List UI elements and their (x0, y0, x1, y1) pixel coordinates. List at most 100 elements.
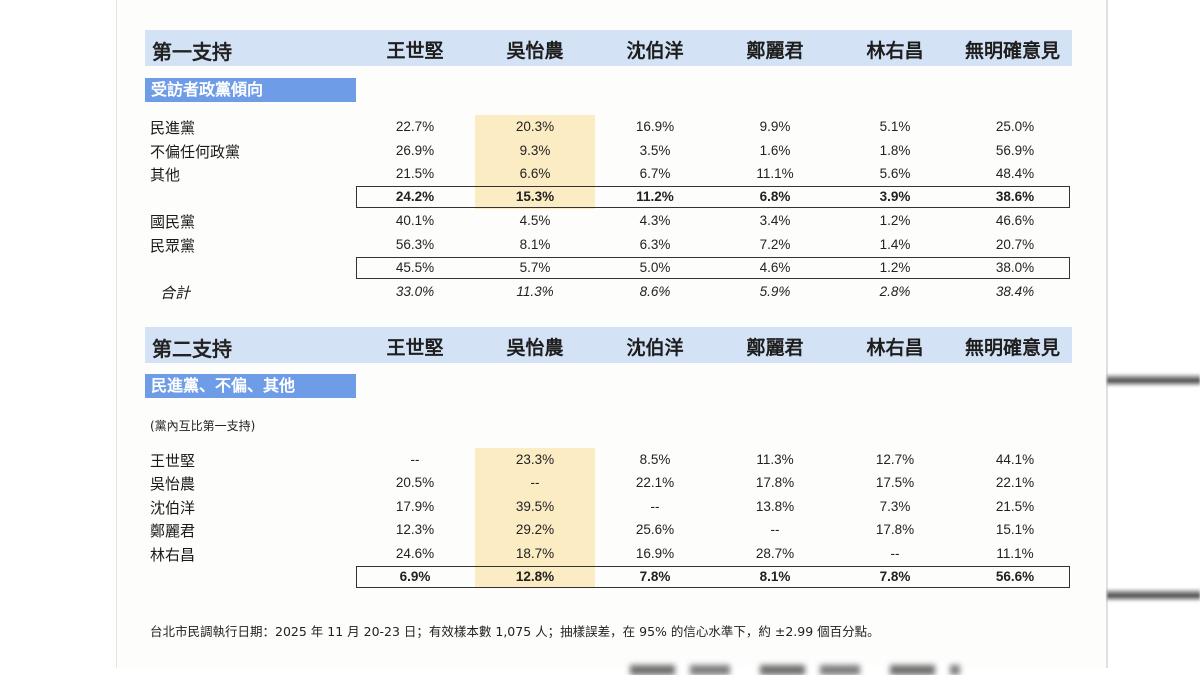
row-label: 王世堅 (150, 452, 196, 470)
table-cell: 5.0% (639, 260, 671, 275)
table-cell: 7.3% (879, 499, 911, 514)
table-cell: 15.3% (515, 189, 555, 204)
table-cell: 6.8% (759, 189, 791, 204)
table-cell: 8.1% (759, 569, 791, 584)
col-header: 林右昌 (866, 337, 924, 359)
row-label: 民眾黨 (150, 237, 196, 255)
table-cell: 21.5% (395, 166, 435, 181)
table-cell: 26.9% (395, 143, 435, 158)
table-cell: 40.1% (395, 213, 435, 228)
table-cell: 21.5% (995, 499, 1035, 514)
col-header: 沈伯洋 (626, 40, 684, 62)
table-cell: 20.5% (395, 475, 435, 490)
table-cell: 12.8% (515, 569, 555, 584)
table-cell: 3.4% (759, 213, 791, 228)
table-cell: -- (530, 475, 540, 490)
table-cell: 22.1% (635, 475, 675, 490)
table-cell: 6.3% (639, 237, 671, 252)
table-cell: 3.5% (639, 143, 671, 158)
row-label: 國民黨 (150, 213, 196, 231)
section1-header-bar (145, 30, 1072, 66)
table-cell: 5.6% (879, 166, 911, 181)
col-header: 王世堅 (386, 337, 444, 359)
table-cell: 1.6% (759, 143, 791, 158)
col-header: 無明確意見 (964, 337, 1060, 359)
table-cell: 24.6% (395, 546, 435, 561)
table-cell: 2.8% (879, 284, 911, 299)
col-header: 吳怡農 (506, 337, 564, 359)
row-label: 合計 (160, 284, 191, 302)
row-label: 沈伯洋 (150, 499, 196, 517)
section2-subheader: 民進黨、不偏、其他 (145, 374, 356, 398)
table-cell: -- (650, 499, 660, 514)
row-label: 林右昌 (150, 546, 196, 564)
table-cell: 12.3% (395, 522, 435, 537)
background-blur-bar (1107, 588, 1200, 602)
table-cell: 11.3% (516, 284, 554, 299)
row-label: 吳怡農 (150, 475, 196, 493)
table-cell: 16.9% (635, 546, 675, 561)
table-cell: 25.0% (995, 119, 1035, 134)
table-cell: 17.5% (875, 475, 915, 490)
table-cell: 13.8% (755, 499, 795, 514)
table-cell: 56.6% (995, 569, 1035, 584)
col-header: 鄭麗君 (746, 40, 804, 62)
table-cell: 11.3% (756, 452, 794, 467)
table-cell: 18.7% (515, 546, 555, 561)
table-cell: 1.4% (879, 237, 911, 252)
table-cell: 38.4% (995, 284, 1035, 299)
table-cell: 23.3% (515, 452, 555, 467)
table-cell: 25.6% (635, 522, 675, 537)
table-cell: 44.1% (995, 452, 1035, 467)
table-cell: 5.9% (759, 284, 791, 299)
table-cell: 56.9% (995, 143, 1035, 158)
survey-footnote: 台北市民調執行日期：2025 年 11 月 20-23 日；有效樣本數 1,07… (150, 624, 880, 639)
background-blur-bar (1107, 373, 1200, 387)
table-cell: 16.9% (635, 119, 675, 134)
table-cell: 29.2% (515, 522, 555, 537)
table-cell: 8.1% (519, 237, 551, 252)
table-cell: 48.4% (995, 166, 1035, 181)
table-cell: -- (770, 522, 780, 537)
col-header: 林右昌 (866, 40, 924, 62)
section1-title: 第一支持 (152, 40, 232, 64)
table-cell: 11.2% (636, 189, 674, 204)
table-cell: 22.7% (395, 119, 435, 134)
table-cell: 7.8% (639, 569, 671, 584)
table-cell: 56.3% (395, 237, 435, 252)
table-cell: 12.7% (875, 452, 915, 467)
subtotal-box (356, 257, 1070, 279)
table-cell: -- (410, 452, 420, 467)
col-header: 沈伯洋 (626, 337, 684, 359)
table-cell: 1.2% (879, 213, 911, 228)
row-label: 民進黨 (150, 119, 196, 137)
table-cell: 7.8% (879, 569, 911, 584)
table-cell: 38.0% (995, 260, 1035, 275)
col-header: 鄭麗君 (746, 337, 804, 359)
highlight-column (475, 115, 595, 209)
table-cell: 20.3% (515, 119, 555, 134)
subtotal-box (356, 186, 1070, 208)
section2-note: (黨內互比第一支持) (150, 419, 256, 433)
table-cell: 1.2% (879, 260, 911, 275)
row-label: 不偏任何政黨 (150, 143, 241, 161)
table-cell: 4.3% (639, 213, 671, 228)
table-cell: 39.5% (515, 499, 555, 514)
table-cell: 4.5% (519, 213, 551, 228)
table-cell: 11.1% (756, 166, 794, 181)
table-cell: 7.2% (759, 237, 791, 252)
table-cell: 11.1% (996, 546, 1034, 561)
table-cell: 28.7% (755, 546, 795, 561)
table-cell: 6.7% (639, 166, 671, 181)
table-cell: 15.1% (995, 522, 1035, 537)
table-cell: 8.6% (639, 284, 671, 299)
table-cell: 6.9% (399, 569, 431, 584)
table-cell: 22.1% (995, 475, 1035, 490)
table-cell: -- (890, 546, 900, 561)
table-cell: 33.0% (395, 284, 435, 299)
table-cell: 38.6% (995, 189, 1035, 204)
highlight-column (475, 448, 595, 588)
table-cell: 45.5% (395, 260, 435, 275)
table-cell: 9.9% (759, 119, 791, 134)
table-cell: 24.2% (395, 189, 435, 204)
